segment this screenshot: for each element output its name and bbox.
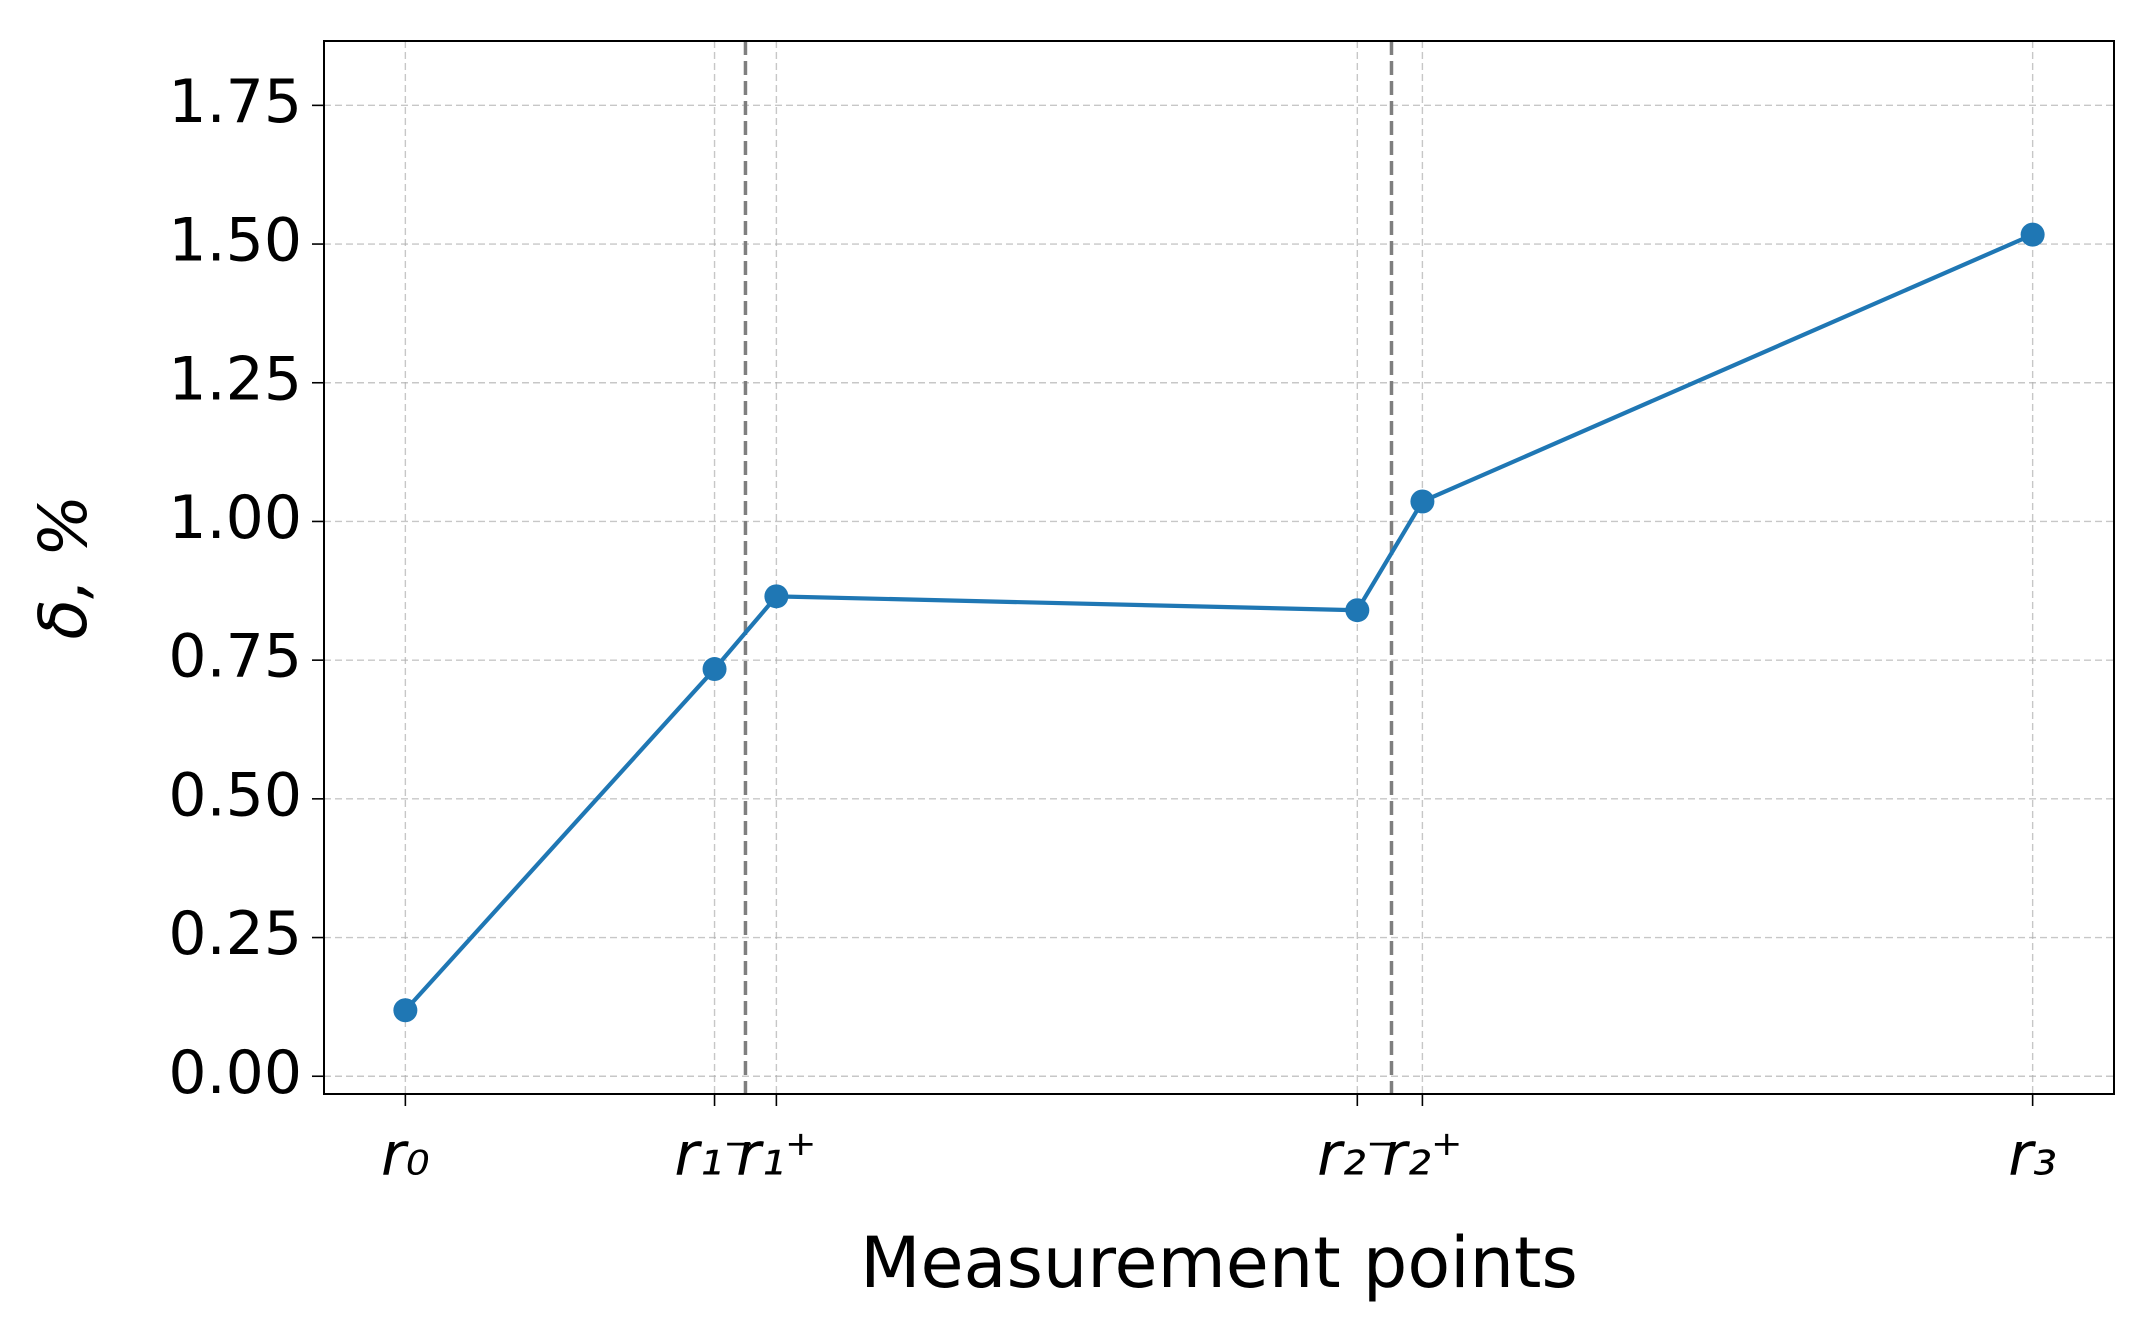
y-tick-label: 1.00: [168, 483, 302, 553]
y-tick-label: 0.00: [168, 1038, 302, 1108]
y-tick-label: 1.50: [168, 206, 302, 276]
y-tick-label: 0.50: [168, 760, 302, 830]
y-tick-label: 0.25: [168, 899, 302, 969]
x-tick-label: r₂⁻: [1317, 1120, 1397, 1190]
x-tick-label: r₂⁺: [1382, 1120, 1462, 1190]
data-point: [1345, 598, 1370, 623]
x-tick-label: r₁⁺: [736, 1120, 816, 1190]
y-tick-label: 0.75: [168, 622, 302, 692]
data-point: [764, 584, 789, 609]
data-point: [1410, 489, 1435, 514]
x-axis-label: Measurement points: [860, 1222, 1578, 1304]
y-tick-label: 1.75: [168, 67, 302, 137]
data-point: [702, 657, 727, 682]
data-point: [393, 998, 418, 1023]
x-tick-label: r₀: [381, 1120, 430, 1190]
plot-frame: [323, 40, 2115, 1095]
y-axis-label: δ, %: [25, 494, 102, 639]
series-line: [403, 232, 2034, 1012]
x-tick-label: r₃: [2008, 1120, 2057, 1190]
x-tick-label: r₁⁻: [674, 1120, 754, 1190]
y-tick-label: 1.25: [168, 344, 302, 414]
data-point: [2020, 222, 2045, 247]
